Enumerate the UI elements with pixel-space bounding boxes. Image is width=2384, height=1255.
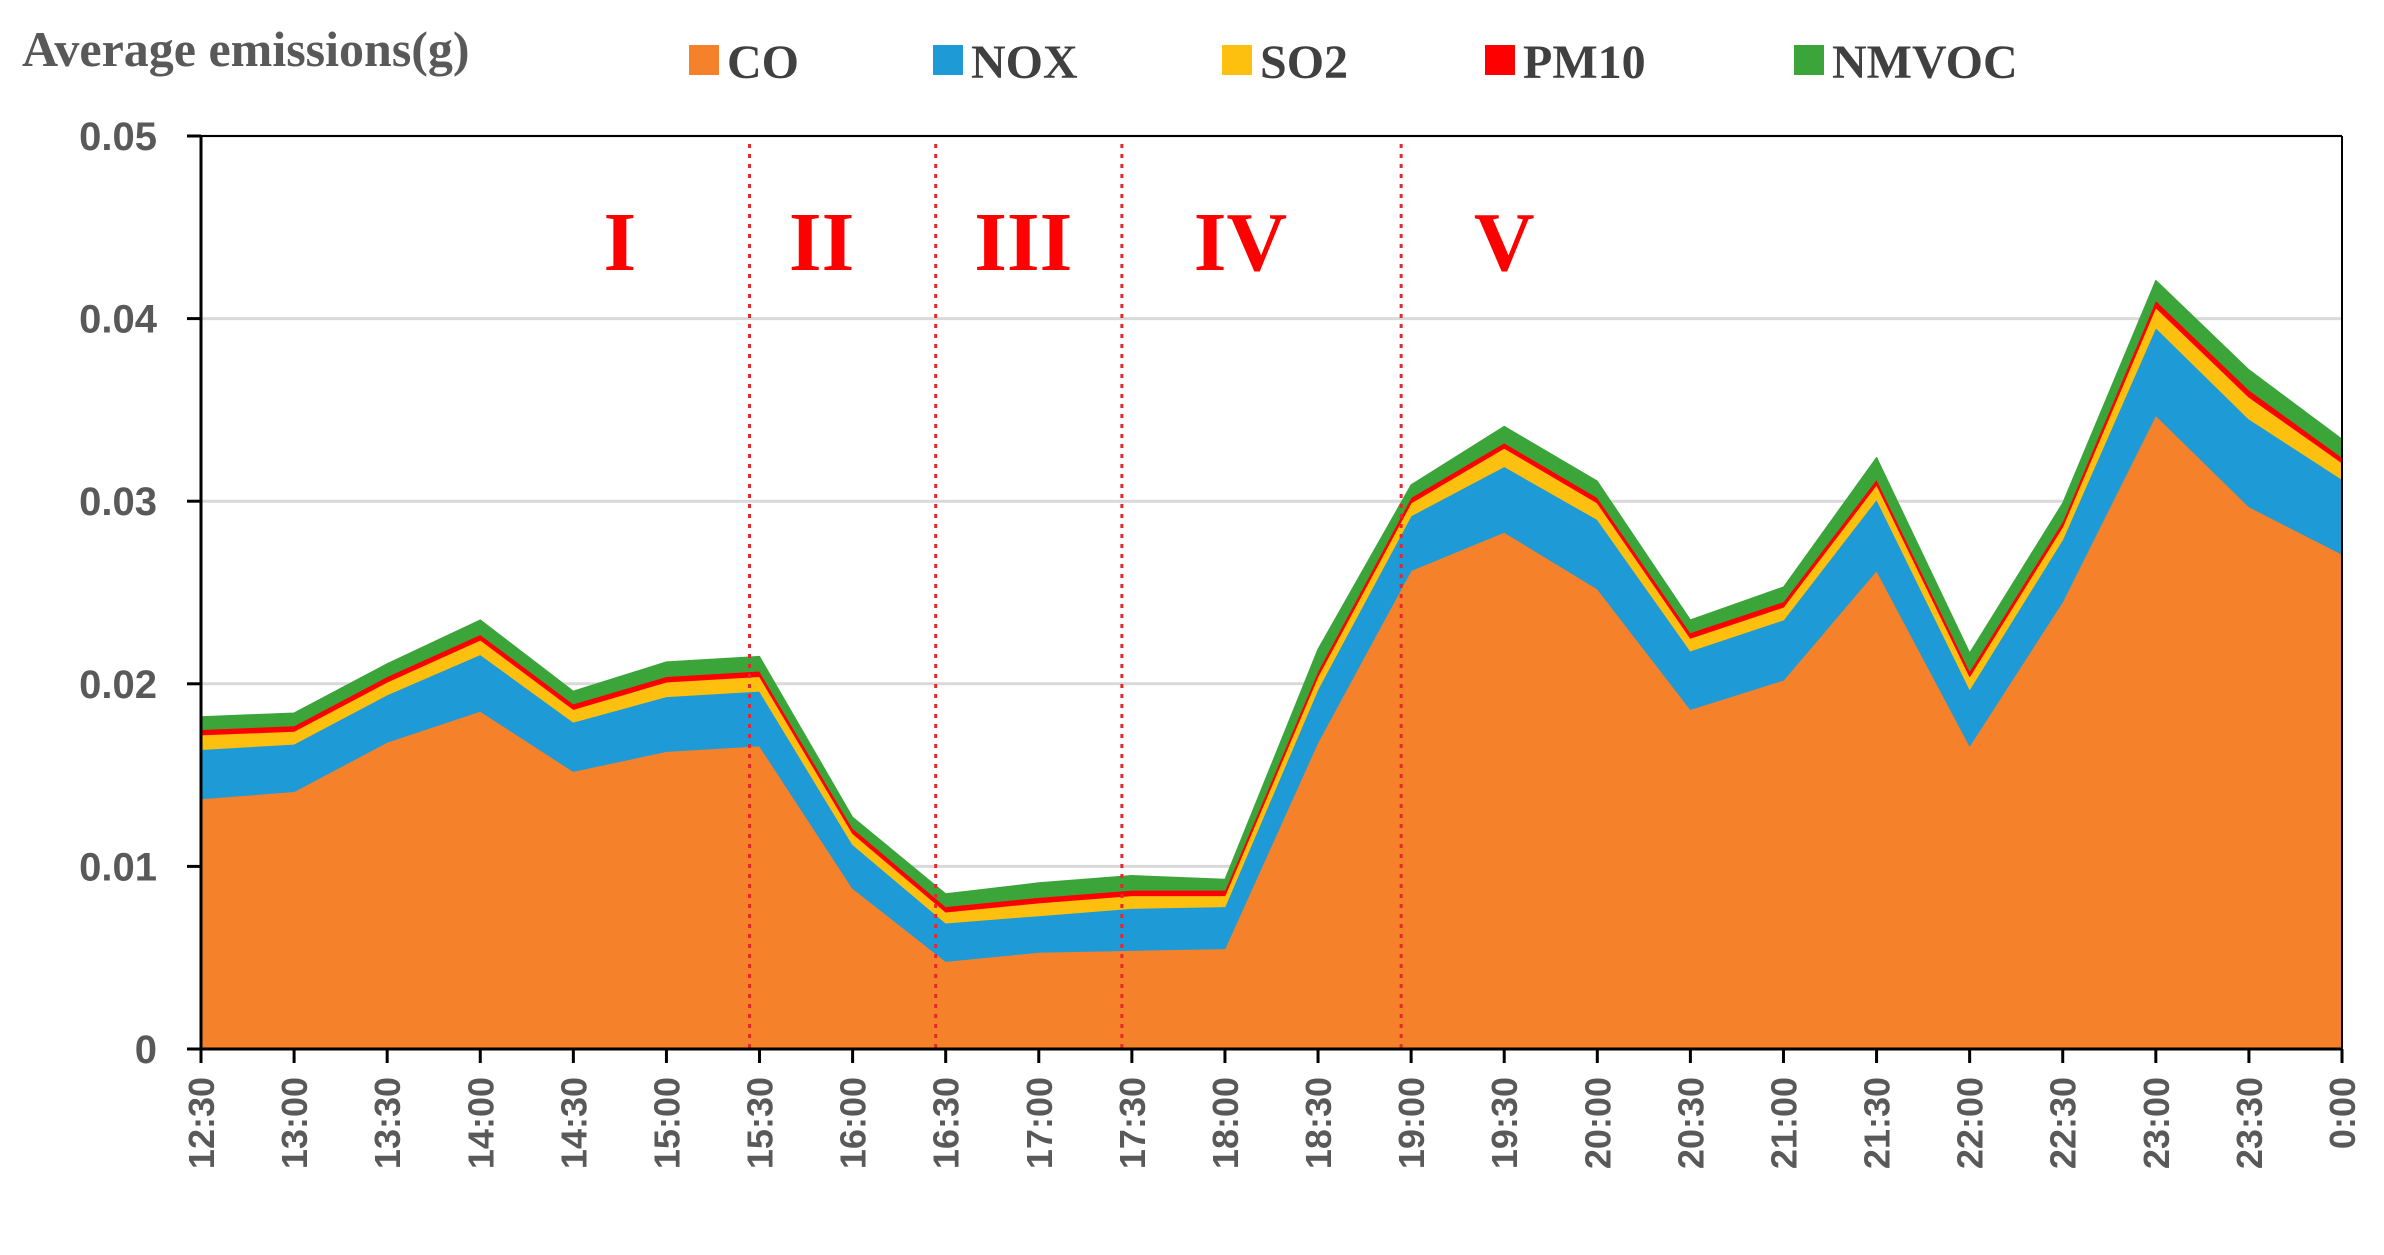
legend-item-co: CO <box>689 36 799 89</box>
x-tick-label: 0:00 <box>2322 1077 2363 1149</box>
legend-label: CO <box>727 36 799 89</box>
y-tick-label: 0.03 <box>79 480 157 524</box>
y-tick-label: 0 <box>135 1028 157 1072</box>
legend-swatch <box>1794 45 1824 75</box>
x-tick-label: 13:30 <box>367 1077 408 1169</box>
x-tick-label: 20:30 <box>1670 1077 1711 1169</box>
legend-item-nmvoc: NMVOC <box>1794 36 2018 89</box>
legend-label: SO2 <box>1260 36 1348 89</box>
x-tick-label: 18:00 <box>1205 1077 1246 1169</box>
legend-item-so2: SO2 <box>1222 36 1348 89</box>
x-tick-label: 16:30 <box>926 1077 967 1169</box>
x-tick-label: 21:30 <box>1857 1077 1898 1169</box>
legend-swatch <box>689 45 719 75</box>
phase-label: I <box>604 196 637 289</box>
legend-label: NMVOC <box>1832 36 2018 89</box>
x-tick-label: 15:30 <box>740 1077 781 1169</box>
x-tick-label: 18:30 <box>1298 1077 1339 1169</box>
phase-label: III <box>974 196 1072 289</box>
x-tick-label: 14:00 <box>460 1077 501 1169</box>
phase-label: V <box>1474 196 1535 289</box>
x-tick-label: 17:30 <box>1112 1077 1153 1169</box>
x-tick-label: 12:30 <box>181 1077 222 1169</box>
x-tick-label: 22:00 <box>1950 1077 1991 1169</box>
x-tick-label: 14:30 <box>553 1077 594 1169</box>
legend-item-nox: NOX <box>933 36 1078 89</box>
emissions-chart: Average emissions(g) CO NOX SO2 PM10 NMVOC I… <box>0 0 2384 1255</box>
y-tick-label: 0.05 <box>79 115 157 159</box>
x-tick-label: 19:30 <box>1484 1077 1525 1169</box>
legend-swatch <box>1485 45 1515 75</box>
x-tick-label: 22:30 <box>2043 1077 2084 1169</box>
x-tick-label: 23:00 <box>2136 1077 2177 1169</box>
legend-swatch <box>933 45 963 75</box>
phase-label: II <box>789 196 854 289</box>
x-tick-label: 16:00 <box>833 1077 874 1169</box>
y-axis-title: Average emissions(g) <box>22 21 470 77</box>
legend-swatch <box>1222 45 1252 75</box>
x-tick-label: 15:00 <box>646 1077 687 1169</box>
legend-label: NOX <box>971 36 1078 89</box>
stacked-areas <box>201 280 2342 1049</box>
phase-labels: I II III IV V <box>604 196 1535 289</box>
phase-label: IV <box>1194 196 1287 289</box>
x-tick-labels: 12:30 13:00 13:30 14:00 14:30 15:00 15:30 16:00… <box>181 1077 2363 1169</box>
x-tick-label: 21:00 <box>1763 1077 1804 1169</box>
x-tick-label: 19:00 <box>1391 1077 1432 1169</box>
y-tick-label: 0.02 <box>79 663 157 707</box>
x-tick-label: 20:00 <box>1577 1077 1618 1169</box>
x-tick-label: 17:00 <box>1019 1077 1060 1169</box>
legend-item-pm10: PM10 <box>1485 36 1646 89</box>
y-tick-label: 0.04 <box>79 298 158 342</box>
legend: CO NOX SO2 PM10 NMVOC <box>689 36 2018 89</box>
x-tick-label: 23:30 <box>2229 1077 2270 1169</box>
x-tick-label: 13:00 <box>274 1077 315 1169</box>
legend-label: PM10 <box>1523 36 1646 89</box>
y-tick-labels: 0 0.01 0.02 0.03 0.04 0.05 <box>79 115 158 1072</box>
y-tick-label: 0.01 <box>79 845 157 889</box>
